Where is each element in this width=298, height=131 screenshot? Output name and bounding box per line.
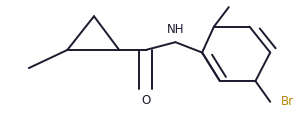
Text: Br: Br [281,95,294,108]
Text: O: O [141,94,150,107]
Text: NH: NH [167,23,184,36]
